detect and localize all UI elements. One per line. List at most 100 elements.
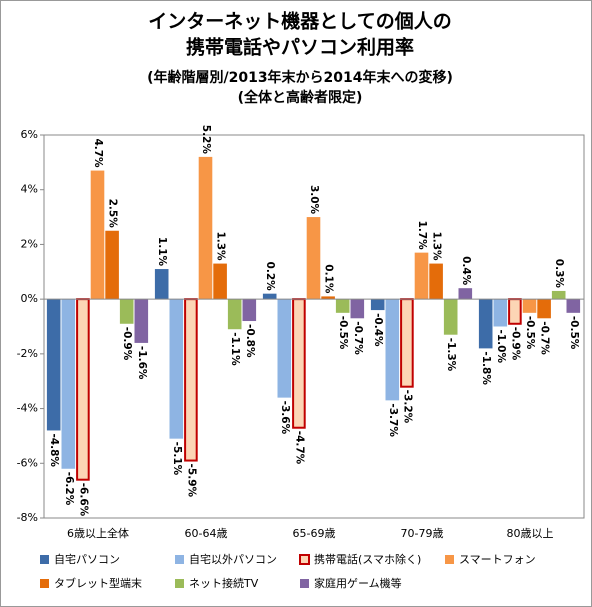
value-label: -0.4% xyxy=(372,313,384,347)
legend-swatch xyxy=(445,555,454,564)
value-label: -6.6% xyxy=(77,483,89,517)
bar xyxy=(90,170,105,300)
legend-label: 自宅パソコン xyxy=(54,552,120,566)
bar xyxy=(429,263,443,300)
y-tick-label: 6% xyxy=(21,128,38,141)
bar xyxy=(493,299,508,327)
value-label: -3.6% xyxy=(279,401,291,435)
value-label: 4.7% xyxy=(92,138,104,168)
value-label: -0.8% xyxy=(244,324,256,358)
bar xyxy=(227,299,242,330)
chart-subtitle: (全体と高齢者限定) xyxy=(238,89,363,106)
value-label: 1.3% xyxy=(215,231,227,261)
bar xyxy=(350,299,365,319)
x-tick-label: 60-64歳 xyxy=(185,527,228,540)
value-label: 0.4% xyxy=(460,256,472,286)
chart-title: 携帯電話やパソコン利用率 xyxy=(186,36,414,59)
value-label: 1.1% xyxy=(156,237,168,267)
legend-swatch xyxy=(40,579,49,588)
y-tick-label: -6% xyxy=(17,456,38,469)
bar xyxy=(508,298,522,325)
value-label: -1.0% xyxy=(495,330,507,364)
bar xyxy=(522,299,537,313)
y-tick-label: -8% xyxy=(17,511,38,524)
value-label: 3.0% xyxy=(308,185,320,215)
bar xyxy=(154,269,169,300)
bar xyxy=(458,288,473,300)
bar xyxy=(61,299,76,469)
x-tick-label: 65-69歳 xyxy=(293,527,336,540)
legend-label: 家庭用ゲーム機等 xyxy=(314,576,402,590)
bar xyxy=(478,299,493,349)
y-tick-label: -2% xyxy=(17,347,38,360)
value-label: -3.2% xyxy=(401,390,413,424)
bar xyxy=(262,293,277,300)
value-label: -5.1% xyxy=(171,442,183,476)
legend-swatch xyxy=(175,579,184,588)
legend-swatch xyxy=(175,555,184,564)
bar xyxy=(213,263,227,300)
chart-subtitle: (年齢階層別/2013年末から2014年末への変移) xyxy=(147,69,453,86)
value-label: -1.1% xyxy=(229,332,241,366)
bar xyxy=(277,299,292,398)
bar xyxy=(46,299,61,431)
bar xyxy=(335,299,350,313)
y-tick-label: 4% xyxy=(21,183,38,196)
x-tick-label: 6歳以上全体 xyxy=(67,526,129,540)
value-label: -6.2% xyxy=(63,472,75,506)
x-tick-label: 70-79歳 xyxy=(401,527,444,540)
value-label: -0.7% xyxy=(539,321,551,355)
bar xyxy=(169,299,184,439)
value-label: 0.2% xyxy=(264,262,276,292)
plot-area xyxy=(43,134,585,519)
bar xyxy=(400,298,414,388)
y-tick-label: 2% xyxy=(21,237,38,250)
bar xyxy=(292,298,306,429)
value-label: -0.5% xyxy=(337,316,349,350)
value-label: 2.5% xyxy=(107,199,119,229)
value-label: -1.3% xyxy=(445,338,457,372)
value-label: -4.7% xyxy=(293,431,305,465)
value-label: -4.8% xyxy=(48,433,60,467)
bar xyxy=(566,299,581,313)
value-label: -1.8% xyxy=(480,351,492,385)
bar xyxy=(76,298,90,481)
legend-swatch xyxy=(299,554,310,565)
y-tick-label: 0% xyxy=(21,292,38,305)
value-label: 0.3% xyxy=(553,259,565,289)
value-label: 5.2% xyxy=(200,125,212,155)
bar xyxy=(414,252,429,300)
value-label: -0.5% xyxy=(568,316,580,350)
value-label: 1.3% xyxy=(431,231,443,261)
bar xyxy=(385,299,400,401)
bar xyxy=(184,298,198,462)
legend-swatch xyxy=(40,555,49,564)
bar xyxy=(370,299,385,311)
value-label: 0.1% xyxy=(323,264,335,294)
bar xyxy=(198,156,213,300)
y-tick-label: -4% xyxy=(17,402,38,415)
value-label: -3.7% xyxy=(387,403,399,437)
value-label: 1.7% xyxy=(416,221,428,251)
legend-label: 自宅以外パソコン xyxy=(189,552,277,566)
value-label: -0.9% xyxy=(509,327,521,361)
legend-label: 携帯電話(スマホ除く) xyxy=(314,552,421,566)
bar xyxy=(551,290,566,300)
value-label: -0.7% xyxy=(352,321,364,355)
x-tick-label: 80歳以上 xyxy=(507,527,554,540)
value-label: -0.9% xyxy=(121,327,133,361)
legend-swatch xyxy=(300,579,309,588)
value-label: -5.9% xyxy=(185,464,197,498)
value-label: -0.5% xyxy=(524,316,536,350)
legend-label: ネット接続TV xyxy=(189,576,259,590)
legend-label: タブレット型端末 xyxy=(54,576,142,590)
legend-label: スマートフォン xyxy=(459,553,536,566)
bar xyxy=(537,299,551,319)
bar xyxy=(306,217,321,300)
value-label: -1.6% xyxy=(136,346,148,380)
bar xyxy=(321,296,335,300)
bar xyxy=(119,299,134,324)
bar xyxy=(443,299,458,335)
bar xyxy=(105,230,119,300)
